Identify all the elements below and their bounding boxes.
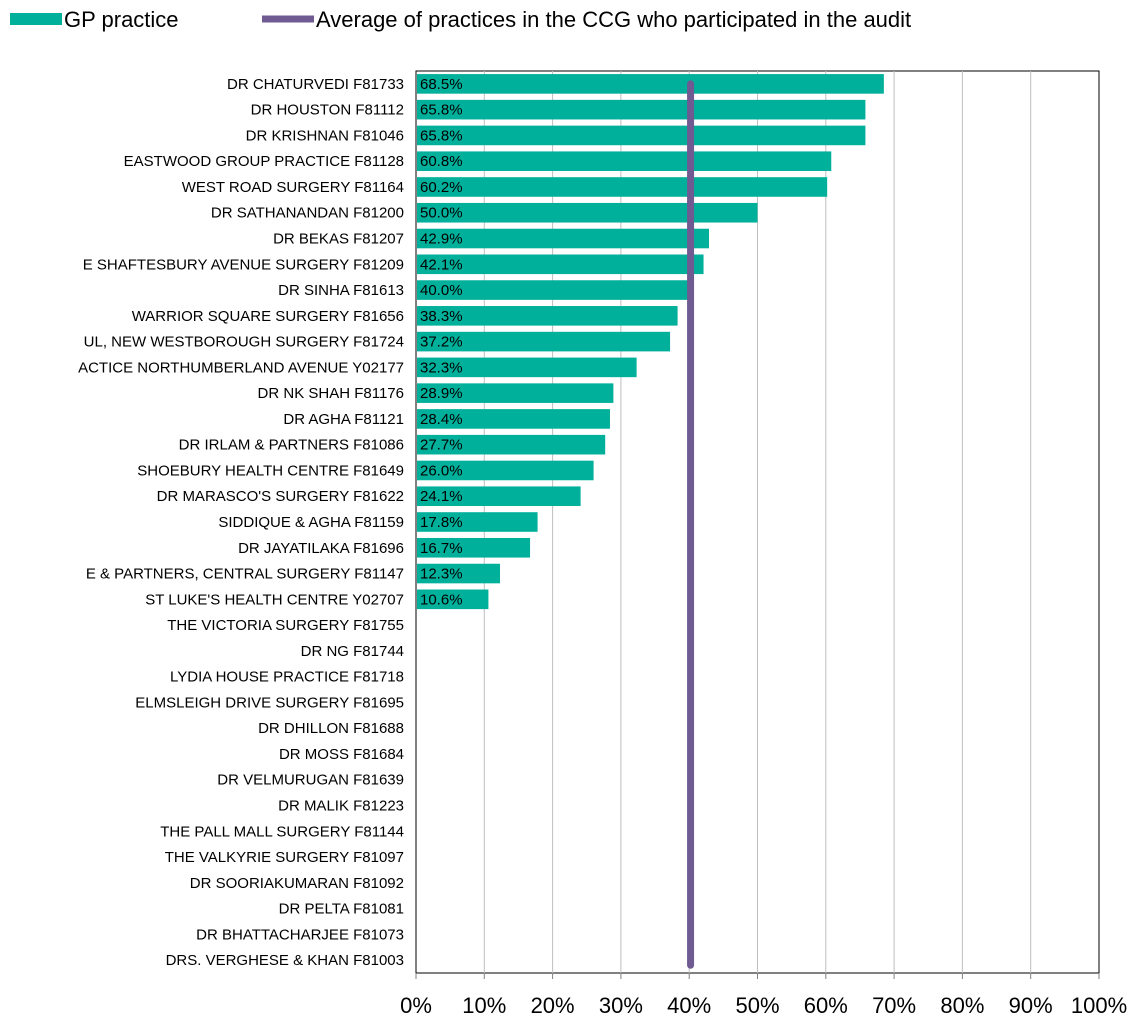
bar	[417, 151, 832, 171]
bar-data-label: 24.1%	[420, 488, 463, 505]
category-label: UL, NEW WESTBOROUGH SURGERY F81724	[84, 334, 404, 351]
category-label: DR BHATTACHARJEE F81073	[196, 926, 404, 943]
bar-data-label: 28.4%	[420, 411, 463, 428]
x-tick-label: 20%	[531, 993, 575, 1018]
category-label: DRS. VERGHESE & KHAN F81003	[166, 952, 404, 969]
category-label: DR SOORIAKUMARAN F81092	[190, 875, 404, 892]
category-label: LYDIA HOUSE PRACTICE F81718	[170, 669, 404, 686]
bar	[417, 280, 690, 300]
category-label: DR AGHA F81121	[283, 411, 404, 428]
bar-data-label: 68.5%	[420, 76, 463, 93]
bar	[417, 383, 614, 403]
category-label: DR MOSS F81684	[279, 746, 404, 763]
category-label: DR JAYATILAKA F81696	[238, 540, 404, 557]
bar-data-label: 37.2%	[420, 334, 463, 351]
x-tick-label: 70%	[872, 993, 916, 1018]
x-tick-label: 80%	[940, 993, 984, 1018]
category-label: WEST ROAD SURGERY F81164	[182, 179, 404, 196]
bar-data-label: 65.8%	[420, 102, 463, 119]
category-label: DR KRISHNAN F81046	[246, 127, 404, 144]
category-label: ELMSLEIGH DRIVE SURGERY F81695	[135, 694, 404, 711]
bar	[417, 306, 678, 326]
category-label: DR SINHA F81613	[278, 282, 404, 299]
bar	[417, 357, 637, 378]
category-label: E & PARTNERS, CENTRAL SURGERY F81147	[86, 566, 404, 583]
bar-data-label: 16.7%	[420, 540, 463, 557]
bar-data-label: 28.9%	[420, 385, 463, 402]
category-label: THE PALL MALL SURGERY F81144	[160, 823, 404, 840]
bar-data-label: 12.3%	[420, 566, 463, 583]
x-tick-label: 0%	[400, 993, 432, 1018]
bar	[417, 563, 501, 584]
x-tick-label: 90%	[1009, 993, 1053, 1018]
x-tick-label: 30%	[599, 993, 643, 1018]
category-label: DR SATHANANDAN F81200	[211, 205, 404, 222]
bar-data-label: 42.1%	[420, 256, 463, 273]
category-label: DR MALIK F81223	[278, 797, 404, 814]
category-label: EASTWOOD GROUP PRACTICE F81128	[124, 153, 404, 170]
bar	[417, 460, 594, 481]
bar	[417, 254, 704, 275]
category-labels: DR CHATURVEDI F81733 DR HOUSTON F81112 DR …	[78, 76, 404, 969]
category-label: DR CHATURVEDI F81733	[227, 76, 404, 93]
category-label: DR VELMURUGAN F81639	[217, 772, 404, 789]
bar	[417, 202, 758, 223]
bar-data-label: 17.8%	[420, 514, 463, 531]
bars	[417, 74, 884, 610]
bar	[417, 486, 581, 507]
category-label: DR HOUSTON F81112	[251, 102, 404, 119]
bar	[417, 74, 884, 94]
bar	[417, 434, 606, 455]
bar-data-label: 60.8%	[420, 153, 463, 170]
category-label: DR BEKAS F81207	[273, 231, 404, 248]
bar	[417, 589, 489, 610]
legend: GP practice Average of practices in the …	[10, 7, 911, 32]
bar	[417, 537, 531, 558]
bar	[417, 99, 866, 120]
category-label: ACTICE NORTHUMBERLAND AVENUE Y02177	[78, 359, 404, 376]
category-label: THE VALKYRIE SURGERY F81097	[165, 849, 404, 866]
category-label: E SHAFTESBURY AVENUE SURGERY F81209	[83, 256, 404, 273]
category-label: DR DHILLON F81688	[258, 720, 404, 737]
bar-data-label: 38.3%	[420, 308, 463, 325]
category-label: ST LUKE'S HEALTH CENTRE Y02707	[145, 591, 404, 608]
bar-data-label: 65.8%	[420, 127, 463, 144]
bar	[417, 177, 828, 197]
x-tick-label: 100%	[1071, 993, 1127, 1018]
bar	[417, 512, 538, 532]
x-axis-ticks: 0% 10% 20% 30% 40% 50% 60% 70% 80% 90% 100%	[400, 973, 1127, 1018]
category-label: DR NG F81744	[301, 643, 404, 660]
bar	[417, 409, 610, 429]
bar-data-label: 42.9%	[420, 231, 463, 248]
category-label: DR IRLAM & PARTNERS F81086	[179, 437, 404, 454]
category-label: SHOEBURY HEALTH CENTRE F81649	[137, 462, 404, 479]
bar	[417, 331, 671, 352]
legend-label-gp-practice: GP practice	[64, 7, 179, 32]
category-label: DR PELTA F81081	[279, 901, 404, 918]
bar	[417, 228, 710, 249]
x-tick-label: 60%	[804, 993, 848, 1018]
x-tick-label: 40%	[667, 993, 711, 1018]
x-tick-label: 50%	[735, 993, 779, 1018]
bar-data-label: 10.6%	[420, 591, 463, 608]
legend-label-ccg-average: Average of practices in the CCG who part…	[316, 7, 911, 32]
bar-data-label: 32.3%	[420, 359, 463, 376]
category-label: DR MARASCO'S SURGERY F81622	[157, 488, 404, 505]
category-label: SIDDIQUE & AGHA F81159	[218, 514, 404, 531]
legend-swatch-gp-practice	[10, 13, 62, 25]
bar-data-label: 40.0%	[420, 282, 463, 299]
category-label: DR NK SHAH F81176	[258, 385, 404, 402]
bar-data-label: 60.2%	[420, 179, 463, 196]
category-label: WARRIOR SQUARE SURGERY F81656	[132, 308, 404, 325]
bar-data-label: 26.0%	[420, 462, 463, 479]
bar-data-label: 50.0%	[420, 205, 463, 222]
bar-data-label: 27.7%	[420, 437, 463, 454]
bar	[417, 125, 866, 146]
category-label: THE VICTORIA SURGERY F81755	[167, 617, 404, 634]
x-tick-label: 10%	[462, 993, 506, 1018]
data-labels: 68.5% 65.8% 65.8% 60.8% 60.2% 50.0% 42.9% 42.1%…	[420, 76, 463, 608]
